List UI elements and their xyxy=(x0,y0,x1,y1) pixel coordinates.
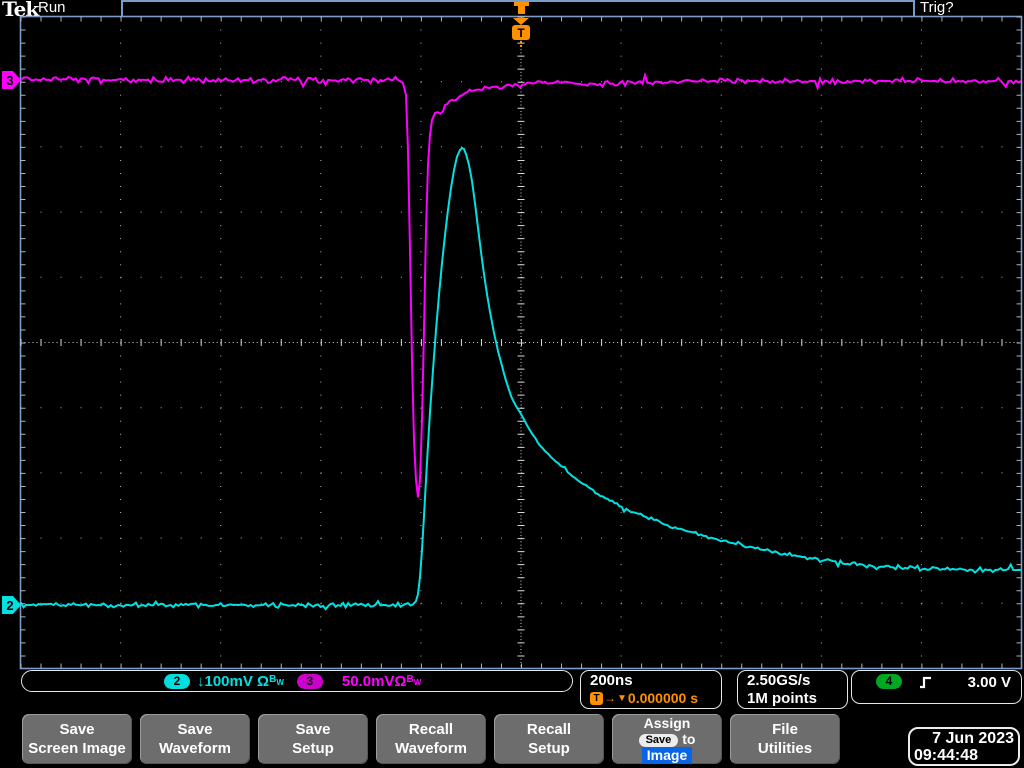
assign-target-highlight: Image xyxy=(641,747,693,763)
trigger-t-icon: T xyxy=(590,691,603,705)
sample-rate-readout: 2.50GS/s xyxy=(747,672,811,689)
ch2-badge: 2 xyxy=(164,673,190,689)
ch4-badge: 4 xyxy=(876,674,902,689)
ch2-coupling: Ω xyxy=(257,672,270,690)
save-setup-button[interactable]: Save Setup xyxy=(258,714,368,764)
trigger-status-bar xyxy=(121,0,915,18)
trigger-readout-box[interactable]: 4 3.00 V xyxy=(851,670,1022,704)
trace-ch3 xyxy=(21,71,1021,498)
save-waveform-button[interactable]: Save Waveform xyxy=(140,714,250,764)
horizontal-readout-box[interactable]: 200ns T → ▼ 0.000000 s xyxy=(580,670,722,709)
rising-edge-icon xyxy=(920,676,931,689)
tek-logo: Tek xyxy=(2,0,39,21)
waveform-traces xyxy=(21,71,1021,611)
graticule-grid xyxy=(20,16,1022,669)
vertical-readout-box[interactable]: 2 ↓100mV ΩBW 3 50.0mVΩBW xyxy=(21,670,573,692)
trigger-delay-readout: T → ▼ 0.000000 s xyxy=(590,690,721,706)
trigger-status-label: Trig? xyxy=(920,0,954,16)
save-screen-image-button[interactable]: Save Screen Image xyxy=(22,714,132,764)
trigger-flag-box xyxy=(512,25,530,40)
ch2-scale-readout: ↓100mV ΩBW xyxy=(197,672,284,690)
time-label: 09:44:48 xyxy=(914,747,979,764)
ch3-coupling: Ω xyxy=(394,672,407,690)
ch3-scale-readout: 50.0mVΩBW xyxy=(341,672,422,690)
acquisition-status: Run xyxy=(38,0,66,16)
recall-setup-button[interactable]: Recall Setup xyxy=(494,714,604,764)
acquisition-readout-box[interactable]: 2.50GS/s 1M points xyxy=(737,670,848,709)
recall-waveform-button[interactable]: Recall Waveform xyxy=(376,714,486,764)
graticule-frame xyxy=(19,15,1023,670)
trace-ch2 xyxy=(21,146,1021,611)
trigger-level-readout: 3.00 V xyxy=(967,674,1011,691)
svg-text:3: 3 xyxy=(6,73,13,88)
marker-ch3[interactable]: 3 xyxy=(2,71,21,89)
date-label: 7 Jun 2023 xyxy=(932,730,1014,747)
save-pill-icon: Save xyxy=(638,734,679,747)
timebase-readout: 200ns xyxy=(590,672,633,689)
record-length-readout: 1M points xyxy=(747,690,817,707)
channel-position-markers: 23 xyxy=(2,71,21,614)
marker-ch2[interactable]: 2 xyxy=(2,596,21,614)
svg-text:2: 2 xyxy=(6,598,13,613)
ch3-badge: 3 xyxy=(296,673,323,689)
trigger-flag-label: T xyxy=(517,26,525,40)
assign-save-button[interactable]: Assign Save to Image xyxy=(612,714,722,764)
datetime-display: 7 Jun 2023 09:44:48 xyxy=(908,727,1020,766)
trigger-arrow-icon xyxy=(513,18,529,25)
waveform-display: 23 T xyxy=(2,2,1023,670)
file-utilities-button[interactable]: File Utilities xyxy=(730,714,840,764)
